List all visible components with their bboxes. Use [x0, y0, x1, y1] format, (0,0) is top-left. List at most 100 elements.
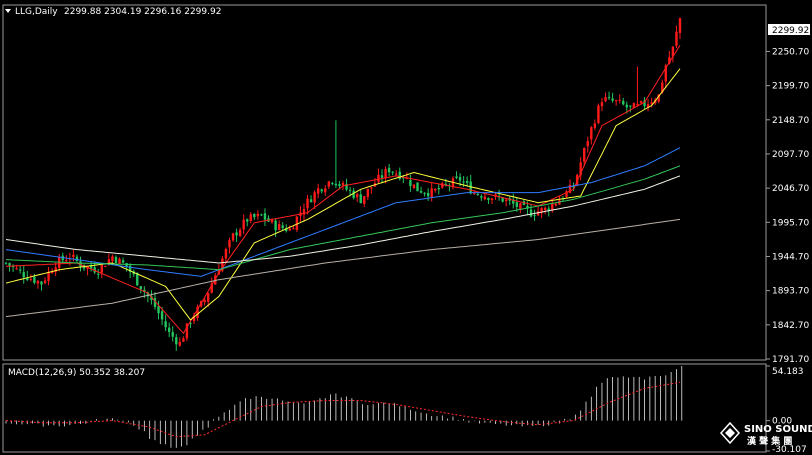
candle	[320, 188, 323, 194]
candle	[671, 46, 675, 63]
candle	[554, 202, 558, 207]
candle	[646, 98, 650, 112]
candle	[377, 168, 380, 184]
candle	[370, 187, 373, 194]
candle	[40, 281, 43, 291]
candle	[26, 271, 29, 282]
candle	[22, 265, 25, 284]
candle	[238, 227, 242, 238]
candle	[221, 256, 224, 273]
chart-symbol: LLG,Daily	[15, 7, 58, 17]
candle	[586, 136, 589, 153]
candle	[515, 197, 519, 212]
candle	[618, 94, 621, 104]
candle	[675, 25, 678, 49]
candle	[207, 292, 210, 307]
candle	[18, 265, 22, 274]
candle	[629, 105, 632, 113]
candle	[29, 274, 33, 282]
candle	[164, 314, 167, 331]
candle	[455, 171, 458, 180]
dropdown-arrow-icon[interactable]	[5, 9, 11, 13]
candle	[419, 186, 423, 194]
candle	[426, 188, 430, 201]
moving-average-line-ma-blue	[5, 147, 681, 277]
price-tick-label: 2148.70	[772, 116, 809, 126]
candle	[316, 183, 320, 199]
candle	[597, 103, 600, 125]
moving-average-line-ma-white	[5, 175, 681, 264]
price-panel-frame	[2, 4, 767, 361]
candle	[43, 277, 47, 285]
candle	[228, 237, 231, 254]
candle	[302, 203, 306, 222]
candle	[104, 265, 107, 268]
candle	[11, 264, 15, 272]
candle	[611, 92, 614, 103]
candle	[160, 307, 164, 326]
candle	[504, 198, 508, 207]
macd-axis: 54.183 0.00 -30.107	[766, 365, 807, 455]
price-tick-label: 2046.70	[772, 184, 809, 194]
candle	[434, 188, 437, 193]
candle	[100, 263, 103, 279]
price-tick-label: 1995.70	[772, 218, 809, 228]
candle	[363, 196, 366, 207]
candle	[249, 212, 252, 224]
candle	[430, 182, 433, 202]
candle	[288, 225, 291, 232]
candle	[359, 189, 362, 204]
candle	[604, 92, 607, 103]
moving-average-line-ma-gray	[5, 218, 681, 318]
candle	[409, 174, 412, 192]
candle	[175, 334, 178, 351]
candle	[614, 99, 618, 106]
candle	[36, 279, 40, 289]
candle	[136, 272, 139, 286]
candle	[395, 170, 398, 176]
candle	[441, 181, 444, 189]
price-tick-label: 1842.70	[772, 321, 809, 331]
macd-layer	[5, 366, 683, 448]
candle	[331, 181, 334, 186]
candle	[465, 176, 469, 187]
candle	[65, 255, 68, 263]
watermark: SINO SOUND 漢 聲 集 團	[719, 421, 812, 447]
candle	[231, 232, 235, 242]
macd-tick-label: 54.183	[772, 367, 804, 377]
price-tick-label: 1791.70	[772, 355, 809, 365]
candle	[189, 321, 192, 328]
current-price-label: 2299.92	[772, 26, 809, 36]
candle	[387, 164, 391, 177]
candle	[632, 102, 636, 109]
candle	[327, 180, 331, 189]
moving-average-line-ma-fast	[5, 44, 681, 335]
candle	[398, 167, 401, 181]
candle	[544, 206, 547, 215]
candle	[253, 213, 256, 220]
candle	[171, 326, 174, 342]
candle	[355, 192, 359, 203]
candle	[203, 297, 206, 306]
candle	[636, 66, 639, 108]
candle	[263, 208, 267, 226]
candle	[157, 300, 160, 320]
price-tick-label: 1893.70	[772, 287, 809, 297]
candle	[324, 185, 327, 196]
candle	[593, 119, 597, 131]
candle	[416, 182, 419, 192]
price-tick-label: 2199.70	[772, 82, 809, 92]
candle	[366, 188, 370, 201]
watermark-brand: SINO SOUND	[744, 424, 812, 435]
candle	[54, 262, 57, 277]
macd-header: MACD(12,26,9) 50.352 38.207	[8, 368, 145, 378]
candle	[47, 266, 50, 286]
candle	[182, 336, 185, 342]
candle	[89, 260, 93, 272]
candle	[97, 269, 100, 279]
candle	[536, 206, 540, 216]
candle	[306, 194, 309, 215]
candle	[678, 17, 682, 39]
candle	[590, 126, 593, 145]
